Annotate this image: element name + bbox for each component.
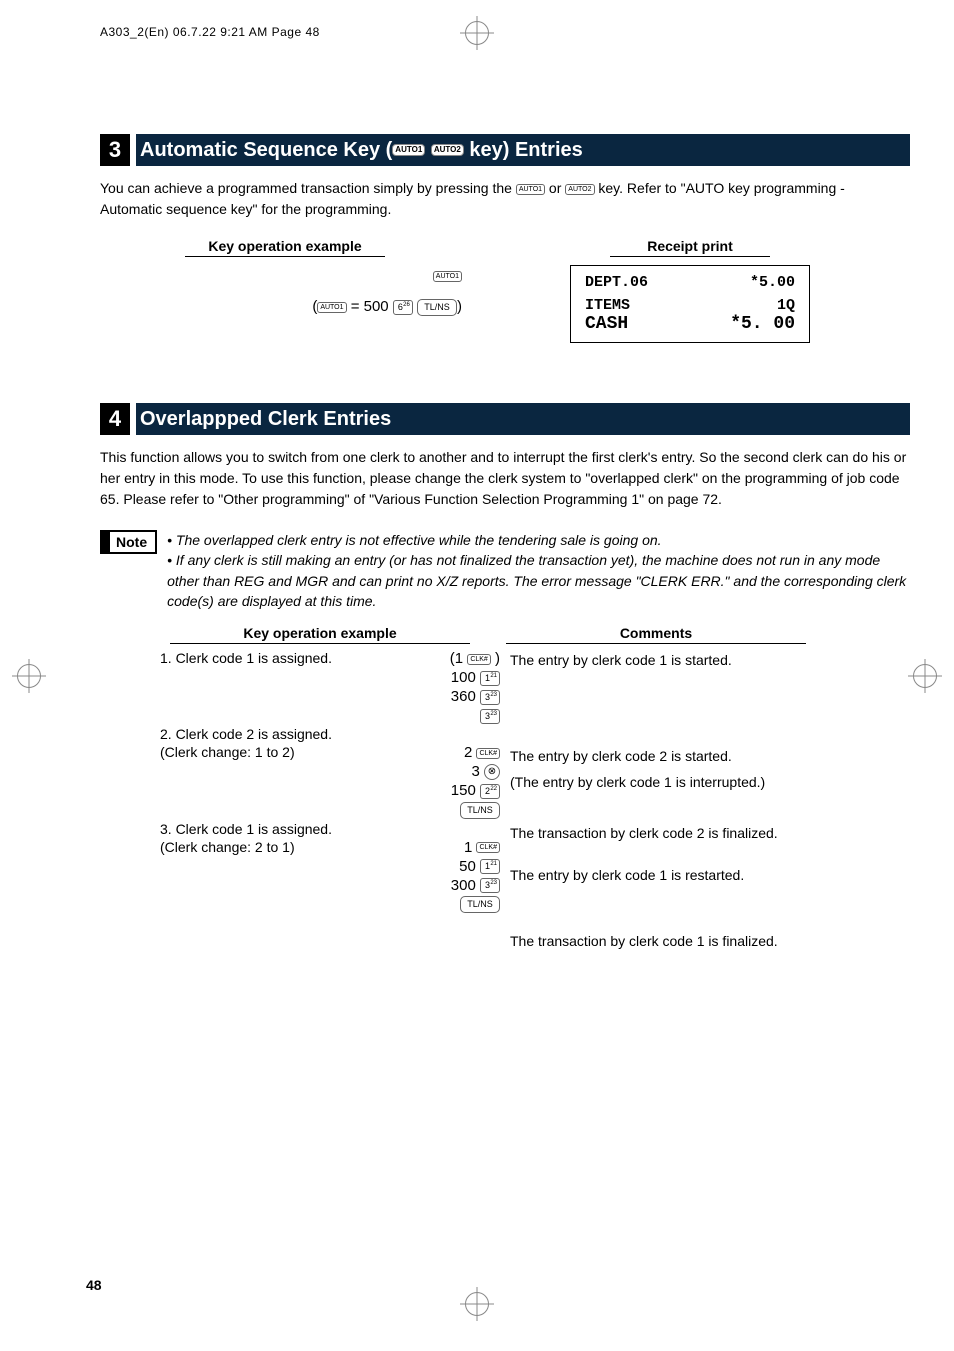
keyop-heading: Key operation example <box>185 238 385 257</box>
eq-close: ) <box>457 298 462 315</box>
crop-left <box>12 659 46 693</box>
r3-comment1: The entry by clerk code 1 is restarted. <box>510 865 910 887</box>
keyop-example: AUTO1 (AUTO1 = 500 626 TL/NS) <box>100 265 470 318</box>
auto1-key-press: AUTO1 <box>433 271 462 282</box>
auto1-key-icon: AUTO1 <box>392 144 425 156</box>
r3-sub: (Clerk change: 2 to 1) <box>100 839 350 856</box>
r1-dept1: 121 <box>480 671 500 686</box>
r3-num3: 300 <box>451 877 476 894</box>
page-number: 48 <box>86 1277 102 1293</box>
r3-num1: 1 <box>464 839 472 856</box>
receipt-heading: Receipt print <box>610 238 770 257</box>
r3-desc: 3. Clerk code 1 is assigned. <box>100 821 350 837</box>
note-label: Note <box>100 530 157 554</box>
section3-number: 3 <box>100 134 130 166</box>
r2-comment1: The entry by clerk code 2 is started. <box>510 746 910 768</box>
r1-paren-close: ) <box>495 650 500 667</box>
r2-comment3: The transaction by clerk code 2 is final… <box>510 823 910 845</box>
receipt-print: DEPT.06 *5.00 ITEMS 1Q CASH *5. 00 <box>570 265 810 343</box>
receipt-r1r: *5.00 <box>750 274 795 291</box>
section3-columns-head: Key operation example Receipt print <box>100 238 910 265</box>
note-line2: • If any clerk is still making an entry … <box>167 550 910 611</box>
note-block: Note • The overlapped clerk entry is not… <box>100 530 910 611</box>
r1-dept1-s: 21 <box>490 673 497 679</box>
auto2-key-icon: AUTO2 <box>431 144 464 156</box>
dept6-num: 6 <box>398 302 403 312</box>
r3-dept3-s: 23 <box>490 880 497 886</box>
dept6-sup: 26 <box>403 302 410 308</box>
receipt-r2r: 1Q <box>777 297 795 314</box>
section4-bar: 4 Overlappped Clerk Entries <box>136 403 910 435</box>
clk-key-2: CLK# <box>476 748 500 759</box>
clerk-keyop-head: Key operation example <box>170 625 470 644</box>
r2-num2: 3 <box>471 763 479 780</box>
r3-dept3-n: 3 <box>485 880 490 890</box>
r2-num1: 2 <box>464 744 472 761</box>
receipt-r2l: ITEMS <box>585 297 630 314</box>
r1-dept3: 323 <box>480 690 500 705</box>
section4-title: Overlappped Clerk Entries <box>140 408 391 431</box>
section4-number: 4 <box>100 403 130 435</box>
r3-dept1-s: 21 <box>490 861 497 867</box>
section3-title-prefix: Automatic Sequence Key ( <box>140 139 392 161</box>
section3-title: Automatic Sequence Key (AUTO1 AUTO2 key)… <box>140 139 583 162</box>
r2-dept2-n: 2 <box>485 786 490 796</box>
r3-comment2: The transaction by clerk code 1 is final… <box>510 931 910 953</box>
multiply-key-icon: ⊗ <box>484 764 500 780</box>
tlns-key-2: TL/NS <box>460 802 500 819</box>
tlns-key: TL/NS <box>417 299 457 316</box>
r3-dept1-n: 1 <box>485 861 490 871</box>
r3-dept1: 121 <box>480 859 500 874</box>
clk-key-3: CLK# <box>476 842 500 853</box>
auto2-key-inline-icon: AUTO2 <box>565 184 594 195</box>
r2-num3: 150 <box>451 782 476 799</box>
clerk-table: Key operation example Comments 1. Clerk … <box>100 625 910 956</box>
section3-body: You can achieve a programmed transaction… <box>100 178 910 220</box>
r1-num3: 360 <box>451 688 476 705</box>
section3-bar: 3 Automatic Sequence Key (AUTO1 AUTO2 ke… <box>136 134 910 166</box>
r2-dept2-s: 22 <box>490 786 497 792</box>
r1-num1: 1 <box>455 650 463 667</box>
auto1-key-inline-icon: AUTO1 <box>516 184 545 195</box>
r2-comment2: (The entry by clerk code 1 is interrupte… <box>510 772 910 794</box>
dept6-key: 626 <box>393 300 413 315</box>
r2-dept2: 222 <box>480 784 500 799</box>
r3-dept3: 323 <box>480 878 500 893</box>
r1-dept3b-n: 3 <box>485 711 490 721</box>
section3-title-suffix: key) Entries <box>464 139 583 161</box>
r1-num2: 100 <box>451 669 476 686</box>
crop-bottom <box>460 1287 494 1321</box>
section3-example: AUTO1 (AUTO1 = 500 626 TL/NS) DEPT.06 *5.… <box>100 265 910 343</box>
r2-sub: (Clerk change: 1 to 2) <box>100 744 350 761</box>
auto1-eq-icon: AUTO1 <box>317 302 346 313</box>
section3-body-1: You can achieve a programmed transaction… <box>100 180 516 196</box>
note-text: • The overlapped clerk entry is not effe… <box>167 530 910 611</box>
section3-body-mid: or <box>545 180 565 196</box>
r1-dept1-n: 1 <box>485 673 490 683</box>
tlns-key-3: TL/NS <box>460 896 500 913</box>
crop-right <box>908 659 942 693</box>
clerk-right-col: The entry by clerk code 1 is started. Th… <box>506 650 910 956</box>
clerk-comments-head: Comments <box>506 625 806 644</box>
r1-comment: The entry by clerk code 1 is started. <box>510 650 910 672</box>
r3-num2: 50 <box>459 858 476 875</box>
r1-dept3-s: 23 <box>490 692 497 698</box>
receipt-r3r: *5. 00 <box>730 314 795 334</box>
section4-body: This function allows you to switch from … <box>100 447 910 510</box>
clk-key-1: CLK# <box>467 654 491 665</box>
note-line1: • The overlapped clerk entry is not effe… <box>167 530 910 550</box>
print-header: A303_2(En) 06.7.22 9:21 AM Page 48 <box>100 25 910 39</box>
receipt-r3l: CASH <box>585 314 628 334</box>
r1-desc: 1. Clerk code 1 is assigned. <box>100 650 350 667</box>
r1-dept3-n: 3 <box>485 692 490 702</box>
r1-dept3b: 323 <box>480 709 500 724</box>
clerk-left-col: 1. Clerk code 1 is assigned. (1 CLK# ) 1… <box>100 650 506 956</box>
page-content: A303_2(En) 06.7.22 9:21 AM Page 48 3 Aut… <box>100 25 910 956</box>
receipt-r1l: DEPT.06 <box>585 274 648 291</box>
eq-val: = 500 <box>347 298 393 315</box>
r2-desc: 2. Clerk code 2 is assigned. <box>100 726 350 742</box>
r1-dept3b-s: 23 <box>490 711 497 717</box>
